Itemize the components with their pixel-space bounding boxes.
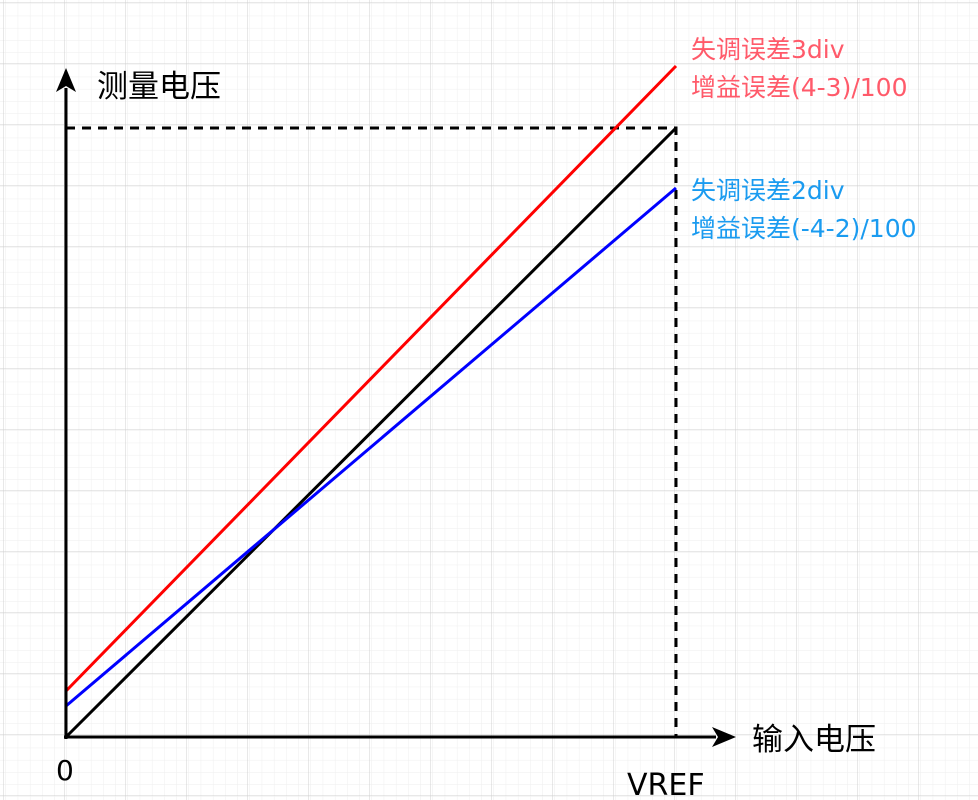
- x-axis-arrow-icon: [712, 727, 736, 747]
- blue-gain-error-label: 增益误差(-4-2)/100: [691, 214, 917, 243]
- red-gain-error-label: 增益误差(4-3)/100: [691, 73, 907, 102]
- red-offset-error-label: 失调误差3div: [691, 35, 845, 64]
- red-error-line: [64, 64, 678, 693]
- origin-label: 0: [56, 754, 74, 787]
- vref-label: VREF: [627, 768, 705, 800]
- x-axis-label: 输入电压: [752, 722, 876, 758]
- y-axis-label: 测量电压: [97, 69, 221, 105]
- ideal-line: [64, 126, 678, 739]
- y-axis-arrow-icon: [56, 68, 76, 92]
- blue-error-line: [65, 186, 677, 708]
- blue-offset-error-label: 失调误差2div: [691, 176, 845, 205]
